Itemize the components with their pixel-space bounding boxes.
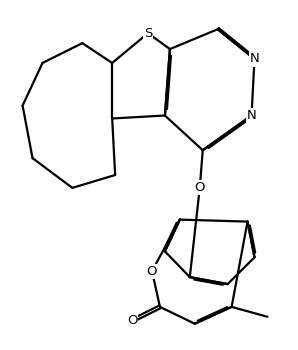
Text: N: N [247, 109, 256, 122]
Text: O: O [127, 314, 137, 327]
Text: O: O [195, 181, 205, 194]
Text: N: N [250, 52, 259, 65]
Text: S: S [144, 27, 152, 40]
Text: O: O [147, 265, 157, 278]
